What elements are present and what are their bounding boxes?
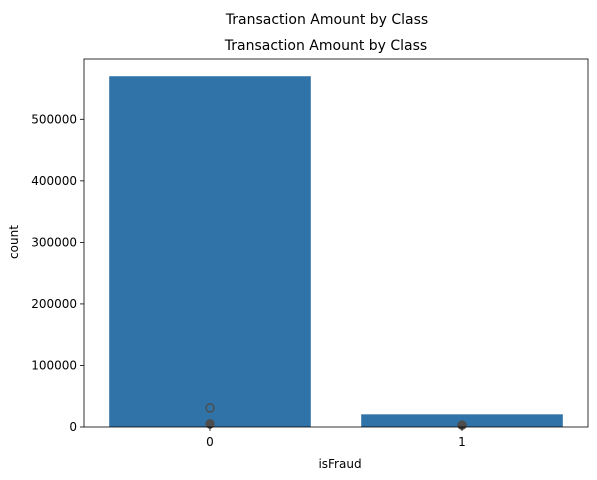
x-tick-label: 1 (458, 435, 466, 449)
plot-frame (83, 58, 589, 428)
x-axis-label: isFraud (318, 457, 361, 471)
y-tick-label: 200000 (31, 297, 77, 311)
y-tick-label: 0 (69, 420, 77, 434)
plot-area: 0 100000 200000 300000 400000 500000 0 1 (31, 58, 589, 449)
x-tick-label: 0 (206, 435, 214, 449)
chart-title: Transaction Amount by Class (224, 38, 427, 54)
y-tick-label: 100000 (31, 358, 77, 372)
y-tick-label: 500000 (31, 112, 77, 126)
outlier-point-0 (205, 403, 215, 413)
y-tick-label: 400000 (31, 174, 77, 188)
y-tick-label: 300000 (31, 235, 77, 249)
bar-0 (109, 76, 311, 427)
y-axis-label: count (7, 225, 21, 259)
chart-suptitle: Transaction Amount by Class (225, 12, 428, 28)
